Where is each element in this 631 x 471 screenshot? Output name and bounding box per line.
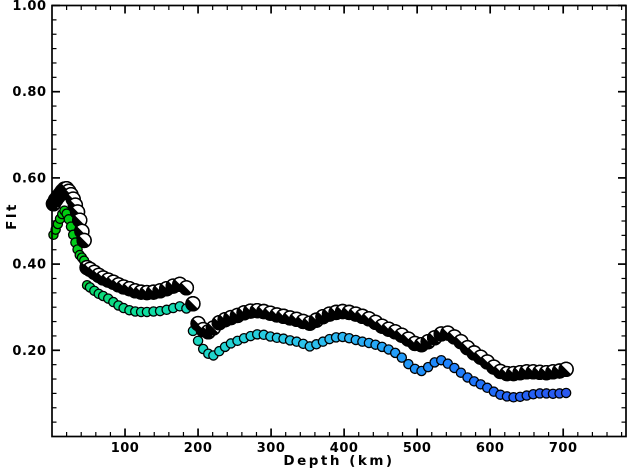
x-tick-label: 700 [549, 441, 578, 456]
x-tick-label: 300 [257, 441, 286, 456]
x-tick-label: 400 [330, 441, 359, 456]
y-tick-label: 0.80 [12, 85, 46, 100]
colored-series-marker [560, 387, 572, 399]
y-tick-label: 0.60 [12, 171, 46, 186]
x-tick-label: 200 [184, 441, 213, 456]
black-series-marker [558, 361, 574, 377]
tick-labels: 100 200 300 400 500 600 700 0.20 0.40 0.60 0.80 1.0… [12, 0, 577, 456]
x-tick-label: 600 [476, 441, 505, 456]
plot-frame [51, 4, 627, 438]
black-series-marker [178, 280, 195, 296]
black-series-marker [185, 296, 201, 312]
plot-frame-layer [51, 4, 627, 438]
black-series-marker [76, 232, 92, 249]
y-tick-label: 0.20 [12, 344, 46, 359]
data-markers [45, 180, 574, 403]
x-axis-label: Depth (km) [283, 453, 394, 469]
colored-series-marker [396, 352, 408, 363]
x-tick-label: 500 [403, 441, 432, 456]
y-axis-label: Flt [4, 202, 20, 230]
x-tick-label: 100 [111, 441, 140, 456]
y-tick-label: 1.00 [12, 0, 46, 14]
y-tick-label: 0.40 [12, 258, 46, 273]
colored-series-marker [192, 335, 204, 347]
